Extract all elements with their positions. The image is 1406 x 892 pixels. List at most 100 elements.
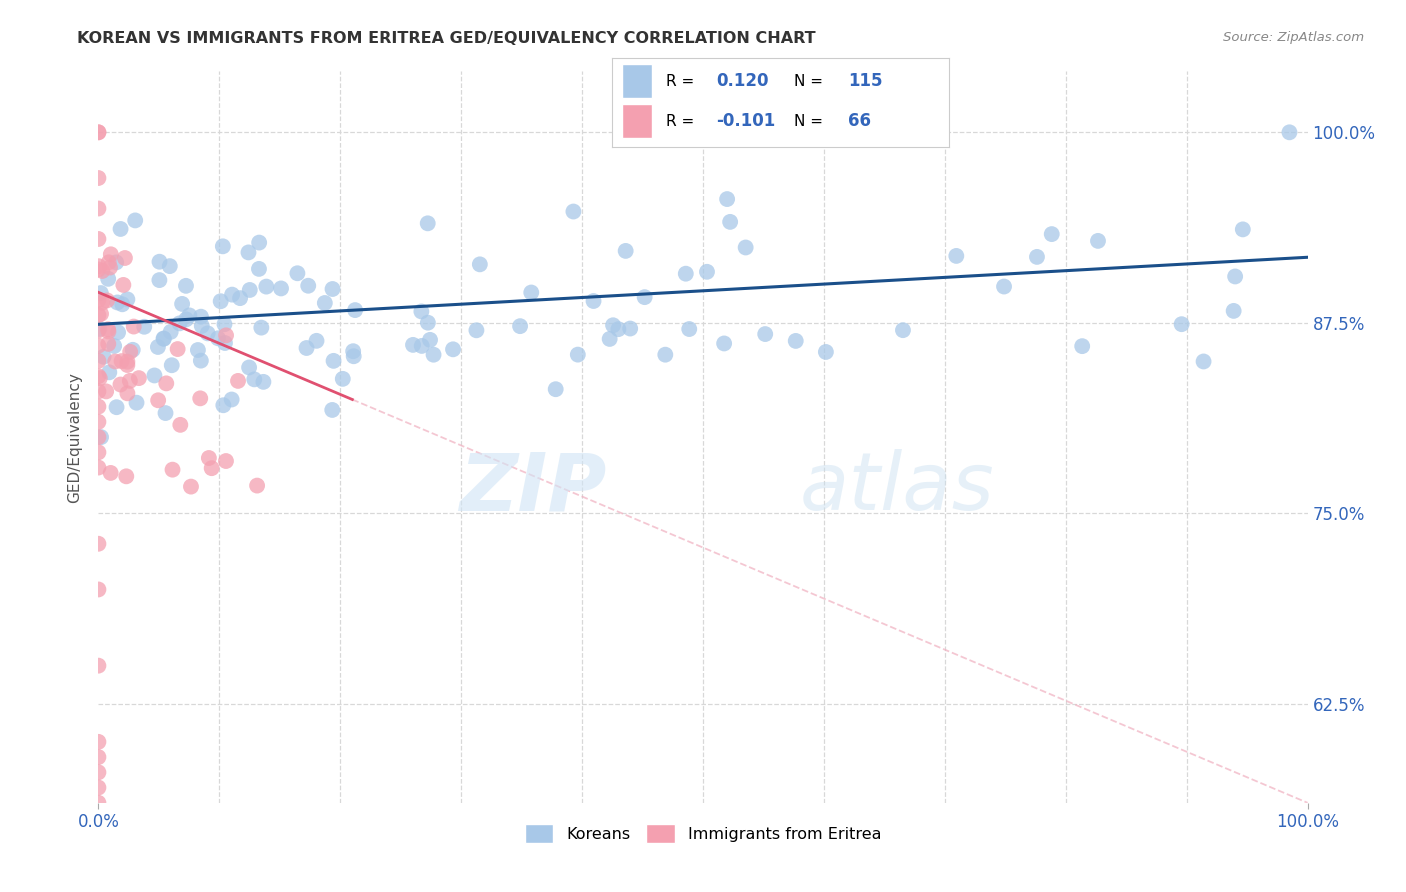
Point [441, 343, 464, 357]
Point [91, 264, 114, 278]
Point [633, 290, 655, 304]
Point [179, 309, 201, 323]
Point [87, 415, 110, 429]
Point [125, 395, 148, 409]
Point [520, 285, 543, 300]
Point [332, 372, 354, 386]
Point [122, 319, 145, 334]
Point [160, 358, 183, 372]
Point [734, 240, 756, 254]
Point [343, 349, 366, 363]
Point [678, 322, 700, 336]
Point [1087, 234, 1109, 248]
Point [1278, 125, 1301, 139]
Point [134, 319, 156, 334]
Point [169, 317, 191, 331]
Point [117, 386, 139, 401]
Text: N =: N = [794, 74, 828, 88]
Point [89, 371, 111, 385]
Point [87, 323, 110, 337]
Point [696, 265, 718, 279]
Point [87, 293, 110, 307]
Point [118, 374, 141, 388]
Point [98, 260, 121, 275]
Text: R =: R = [665, 114, 699, 128]
Point [509, 319, 531, 334]
Point [562, 204, 585, 219]
Point [215, 454, 238, 468]
Point [422, 348, 444, 362]
Point [110, 354, 132, 368]
Point [180, 480, 202, 494]
Point [87, 445, 110, 459]
Point [121, 343, 143, 357]
Point [97, 322, 120, 336]
Point [117, 354, 139, 368]
Point [891, 323, 914, 337]
Text: 66: 66 [848, 112, 870, 130]
Point [212, 398, 235, 412]
Legend: Koreans, Immigrants from Eritrea: Koreans, Immigrants from Eritrea [519, 817, 887, 850]
Point [169, 417, 191, 432]
Text: 0.120: 0.120 [716, 72, 769, 90]
Point [1026, 250, 1049, 264]
Point [190, 310, 212, 324]
Point [305, 334, 328, 348]
Point [567, 348, 589, 362]
Point [1170, 317, 1192, 331]
Point [124, 213, 146, 227]
Point [221, 392, 243, 407]
Point [87, 460, 110, 475]
Point [1222, 304, 1244, 318]
Point [87, 125, 110, 139]
Point [107, 326, 129, 340]
Point [993, 279, 1015, 293]
Point [87, 369, 110, 384]
Point [239, 283, 262, 297]
Point [146, 393, 169, 408]
Point [87, 308, 110, 322]
Point [172, 297, 194, 311]
Point [90, 286, 112, 301]
Point [411, 304, 433, 318]
Point [87, 780, 110, 795]
Text: Source: ZipAtlas.com: Source: ZipAtlas.com [1223, 31, 1364, 45]
Point [87, 384, 110, 399]
Point [87, 796, 110, 810]
Y-axis label: GED/Equivalency: GED/Equivalency [67, 372, 83, 502]
Point [105, 255, 128, 269]
Point [155, 376, 177, 391]
Point [197, 326, 219, 341]
Point [322, 354, 344, 368]
Point [87, 125, 110, 139]
Text: ZIP: ZIP [458, 450, 606, 527]
Point [619, 321, 641, 335]
Point [190, 353, 212, 368]
Point [143, 368, 166, 383]
Point [252, 375, 274, 389]
Text: -0.101: -0.101 [716, 112, 776, 130]
Point [152, 332, 174, 346]
Point [148, 254, 170, 268]
Point [1040, 227, 1063, 241]
Point [146, 340, 169, 354]
Point [98, 365, 121, 379]
Point [402, 338, 425, 352]
Point [754, 327, 776, 342]
Point [297, 278, 319, 293]
Point [96, 384, 118, 399]
Point [243, 372, 266, 386]
Point [153, 332, 176, 346]
Point [110, 377, 132, 392]
Point [187, 343, 209, 357]
Point [89, 322, 111, 336]
Point [465, 323, 488, 337]
Point [90, 430, 112, 444]
Point [211, 239, 233, 253]
Point [602, 318, 624, 333]
Point [1192, 354, 1215, 368]
Point [190, 318, 212, 333]
Point [159, 259, 181, 273]
Point [159, 325, 181, 339]
Point [174, 278, 197, 293]
